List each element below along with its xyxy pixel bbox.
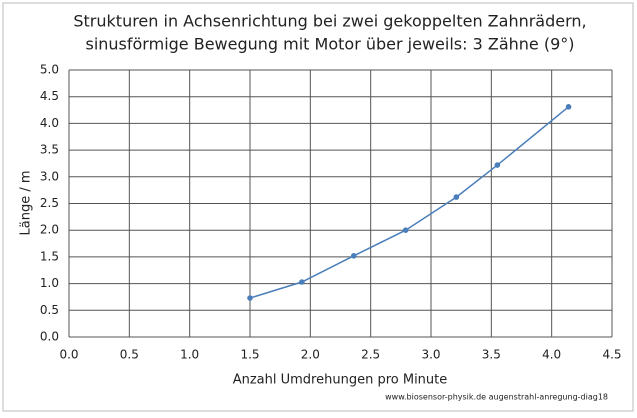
- x-tick-label: 1.5: [240, 348, 259, 362]
- data-point: [494, 162, 501, 168]
- chart-title: sinusförmige Bewegung mit Motor über jew…: [85, 35, 574, 54]
- data-point: [350, 253, 357, 259]
- y-tick-label: 1.0: [40, 276, 59, 290]
- y-tick-label: 2.0: [40, 223, 59, 237]
- x-tick-label: 2.5: [361, 348, 380, 362]
- y-tick-label: 3.5: [40, 143, 59, 157]
- x-tick-label: 1.0: [180, 348, 199, 362]
- y-tick-label: 1.5: [40, 249, 59, 263]
- x-tick-label: 0.0: [59, 348, 78, 362]
- x-tick-label: 0.5: [120, 348, 139, 362]
- x-tick-label: 3.5: [482, 348, 501, 362]
- data-point: [453, 194, 460, 200]
- y-tick-label: 5.0: [40, 63, 59, 77]
- y-tick-label: 0.0: [40, 330, 59, 344]
- x-tick-label: 4.0: [542, 348, 561, 362]
- x-tick-label: 2.0: [301, 348, 320, 362]
- x-tick-label: 4.5: [602, 348, 621, 362]
- y-tick-label: 4.5: [40, 89, 59, 103]
- data-point: [565, 104, 572, 110]
- chart-border: [2, 2, 634, 412]
- chart-title: Strukturen in Achsenrichtung bei zwei ge…: [73, 12, 586, 31]
- data-point: [402, 227, 409, 233]
- y-axis-title: Länge / m: [19, 170, 34, 235]
- credit: www.biosensor-physik.de augenstrahl-anre…: [385, 393, 608, 402]
- y-tick-label: 0.5: [40, 303, 59, 317]
- y-tick-label: 2.5: [40, 196, 59, 210]
- x-tick-label: 3.0: [421, 348, 440, 362]
- x-axis-title: Anzahl Umdrehungen pro Minute: [233, 373, 448, 388]
- data-point: [299, 279, 305, 285]
- y-tick-label: 3.0: [40, 169, 59, 183]
- data-point: [247, 295, 253, 301]
- y-tick-label: 4.0: [40, 116, 59, 130]
